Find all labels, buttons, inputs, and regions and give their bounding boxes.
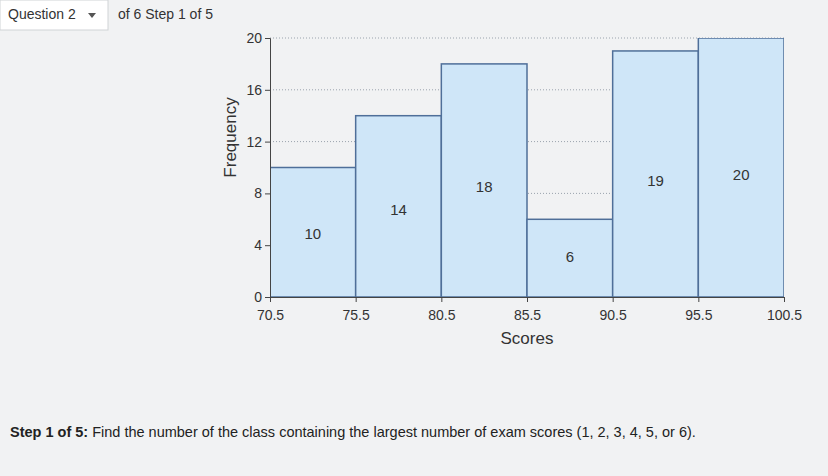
x-axis: 70.5 75.5 80.5 85.5 90.5 95.5 100.5 bbox=[257, 297, 802, 323]
y-tick: 8 bbox=[254, 185, 270, 201]
x-tick-mark bbox=[613, 297, 614, 302]
y-tick-label: 12 bbox=[246, 134, 262, 150]
x-tick-label: 80.5 bbox=[428, 307, 455, 323]
x-axis-title: Scores bbox=[501, 329, 554, 348]
y-tick-label: 0 bbox=[254, 289, 262, 305]
y-tick-mark bbox=[265, 90, 270, 91]
data-label: 20 bbox=[733, 166, 750, 183]
prompt-label: Step 1 of 5: bbox=[10, 424, 88, 440]
data-label: 6 bbox=[566, 248, 574, 265]
x-tick: 100.5 bbox=[767, 297, 802, 323]
histogram-bar bbox=[356, 116, 442, 297]
x-tick: 75.5 bbox=[343, 297, 370, 323]
grid bbox=[270, 38, 784, 297]
dropdown-caret bbox=[88, 13, 96, 18]
x-tick: 95.5 bbox=[685, 297, 712, 323]
x-tick-label: 85.5 bbox=[514, 307, 541, 323]
data-label: 10 bbox=[304, 225, 321, 242]
y-tick: 20 bbox=[246, 30, 270, 46]
prompt: Step 1 of 5:Find the number of the class… bbox=[10, 424, 696, 440]
y-tick-label: 4 bbox=[254, 237, 262, 253]
header: Question 2 of 6 Step 1 of 5 bbox=[0, 0, 213, 30]
page: Question 2 of 6 Step 1 of 5 10 14 18 6 19 20 70.… bbox=[0, 0, 828, 476]
x-tick-mark bbox=[527, 297, 528, 302]
data-label: 19 bbox=[647, 172, 664, 189]
x-axis-line bbox=[271, 298, 785, 303]
x-tick-label: 100.5 bbox=[767, 307, 802, 323]
x-tick: 80.5 bbox=[428, 297, 455, 323]
y-tick-label: 16 bbox=[246, 82, 262, 98]
prompt-text: Find the number of the class containing … bbox=[92, 424, 696, 440]
y-tick-mark bbox=[265, 193, 270, 194]
x-tick: 90.5 bbox=[600, 297, 627, 323]
y-tick: 4 bbox=[254, 237, 270, 253]
y-tick-label: 20 bbox=[246, 30, 262, 46]
x-tick-mark bbox=[356, 297, 357, 302]
histogram-bar bbox=[527, 219, 613, 297]
x-tick-label: 75.5 bbox=[343, 307, 370, 323]
y-tick: 0 bbox=[254, 289, 270, 305]
question-label: Question 2 bbox=[8, 6, 76, 22]
histogram-bar bbox=[441, 64, 527, 297]
y-tick-mark bbox=[265, 245, 270, 246]
y-tick-mark bbox=[265, 38, 270, 39]
x-tick-mark bbox=[698, 297, 699, 302]
x-tick-mark bbox=[784, 297, 785, 302]
y-tick-mark bbox=[265, 142, 270, 143]
histogram-bar bbox=[270, 168, 356, 298]
y-axis-title: Frequency bbox=[221, 97, 240, 178]
data-label: 14 bbox=[390, 201, 407, 218]
data-labels: 10 14 18 6 19 20 bbox=[304, 166, 749, 265]
x-tick-label: 95.5 bbox=[685, 307, 712, 323]
x-tick-label: 90.5 bbox=[600, 307, 627, 323]
data-label: 18 bbox=[476, 178, 493, 195]
progress-label: of 6 Step 1 of 5 bbox=[118, 6, 213, 22]
x-tick: 85.5 bbox=[514, 297, 541, 323]
y-axis-line bbox=[265, 39, 271, 298]
y-tick-mark bbox=[265, 297, 270, 298]
bars bbox=[270, 38, 784, 297]
y-axis: 0 4 8 12 16 20 bbox=[246, 30, 270, 305]
x-tick-mark bbox=[441, 297, 442, 302]
histogram-bar bbox=[613, 51, 699, 297]
histogram-bar bbox=[698, 38, 784, 297]
y-tick-label: 8 bbox=[254, 185, 262, 201]
y-tick: 16 bbox=[246, 82, 270, 98]
question-selector[interactable] bbox=[0, 0, 108, 30]
x-tick-label: 70.5 bbox=[257, 307, 284, 323]
y-tick: 12 bbox=[246, 134, 270, 150]
